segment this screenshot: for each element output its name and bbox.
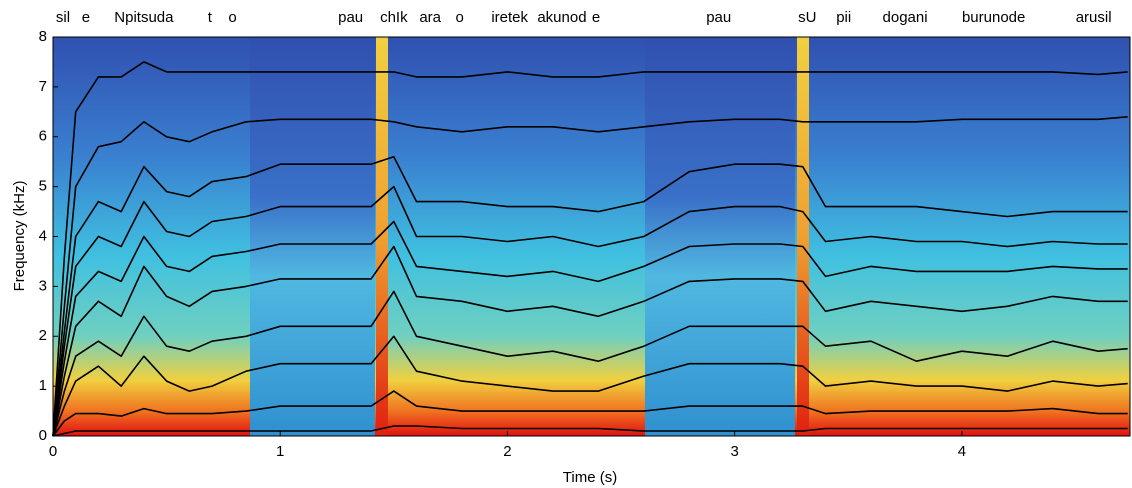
phoneme-label: pii	[836, 9, 851, 26]
y-tick-label: 0	[39, 427, 47, 444]
phoneme-label: ara	[419, 9, 441, 26]
phoneme-label: sil	[56, 9, 70, 26]
phoneme-label: e	[82, 9, 90, 26]
y-tick-label: 8	[39, 28, 47, 45]
phoneme-label: dogani	[883, 9, 928, 26]
phoneme-label: akunod	[537, 9, 586, 26]
phoneme-label: t	[208, 9, 213, 26]
x-tick-label: 1	[276, 443, 284, 460]
y-tick-label: 2	[39, 327, 47, 344]
x-tick-label: 4	[958, 443, 966, 460]
formant-track	[52, 155, 1128, 437]
spectrogram	[53, 37, 1130, 436]
formant-track	[52, 220, 1128, 437]
phoneme-label: arusil	[1076, 9, 1112, 26]
phoneme-label: pau	[338, 9, 363, 26]
phoneme-label: e	[592, 9, 600, 26]
x-tick-label: 3	[730, 443, 738, 460]
formant-track	[52, 116, 1128, 437]
phoneme-label: Npitsuda	[114, 9, 174, 26]
formant-track	[52, 335, 1128, 437]
formant-track	[52, 245, 1128, 437]
formant-track	[52, 61, 1128, 437]
phoneme-label: pau	[706, 9, 731, 26]
phoneme-label: burunode	[962, 9, 1025, 26]
x-axis-label: Time (s)	[563, 469, 617, 486]
phoneme-label: o	[228, 9, 236, 26]
x-tick-label: 2	[503, 443, 511, 460]
formant-track	[52, 425, 1128, 437]
formant-track	[52, 290, 1128, 437]
y-tick-label: 1	[39, 377, 47, 394]
phoneme-label: sU	[798, 9, 816, 26]
phoneme-label: iretek	[491, 9, 528, 26]
y-axis-label: Frequency (kHz)	[11, 181, 28, 292]
formant-track	[52, 185, 1128, 437]
phoneme-label: chIk	[380, 9, 408, 26]
y-tick-label: 6	[39, 128, 47, 145]
phoneme-label: o	[456, 9, 464, 26]
formant-track	[52, 390, 1128, 437]
y-tick-label: 7	[39, 78, 47, 95]
y-tick-label: 3	[39, 277, 47, 294]
y-tick-label: 5	[39, 178, 47, 195]
x-tick-label: 0	[49, 443, 57, 460]
y-tick-label: 4	[39, 227, 47, 244]
